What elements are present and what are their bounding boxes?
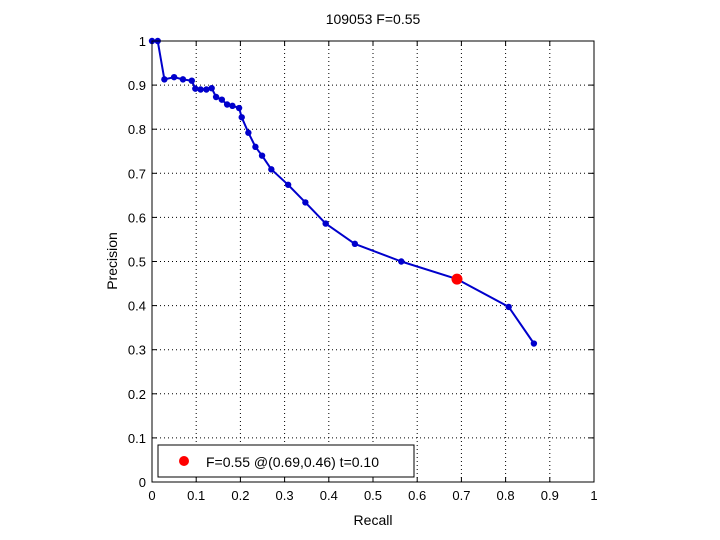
x-tick-label: 0.8 xyxy=(497,488,515,503)
x-tick-label: 0.7 xyxy=(452,488,470,503)
y-tick-label: 0.7 xyxy=(128,166,146,181)
x-tick-label: 0.6 xyxy=(408,488,426,503)
x-tick-label: 0.3 xyxy=(276,488,294,503)
best-f-point xyxy=(451,273,463,285)
legend-marker xyxy=(179,456,189,466)
chart-title: 109053 F=0.55 xyxy=(326,11,421,27)
data-point xyxy=(179,76,187,83)
x-tick-label: 1 xyxy=(590,488,597,503)
plot-area-frame xyxy=(151,40,595,483)
data-point xyxy=(223,101,231,108)
x-tick-label: 0.9 xyxy=(541,488,559,503)
data-point xyxy=(212,93,220,101)
y-tick-label: 0.5 xyxy=(128,255,146,270)
y-tick-label: 0.8 xyxy=(128,122,146,137)
data-point xyxy=(188,77,195,84)
legend-label: F=0.55 @(0.69,0.46) t=0.10 xyxy=(206,454,379,470)
axis-ticks: 0 0.1 0.2 0.3 0.4 0.5 0.6 0.7 0.8 0.9 1 0 0.1 0.2 0.3 0… xyxy=(128,34,598,503)
y-tick-label: 1 xyxy=(139,34,146,49)
data-point xyxy=(398,258,405,265)
data-point xyxy=(302,199,309,206)
data-point xyxy=(530,340,538,347)
data-point xyxy=(203,86,210,93)
data-point xyxy=(252,143,259,151)
x-tick-label: 0.2 xyxy=(231,488,249,503)
grid-lines xyxy=(152,41,594,482)
legend-box xyxy=(157,444,415,478)
data-point xyxy=(170,73,178,81)
y-axis-label: Precision xyxy=(104,232,120,290)
legend: F=0.55 @(0.69,0.46) t=0.10 xyxy=(157,444,415,478)
x-tick-label: 0 xyxy=(148,488,155,503)
x-axis-label: Recall xyxy=(354,512,393,528)
x-tick-label: 0.1 xyxy=(187,488,205,503)
data-point xyxy=(161,76,168,83)
data-point xyxy=(258,152,266,159)
data-series xyxy=(148,37,538,347)
data-point xyxy=(322,220,329,227)
y-tick-label: 0.1 xyxy=(128,431,146,446)
data-point xyxy=(208,84,215,92)
x-tick-label: 0.5 xyxy=(364,488,382,503)
data-point xyxy=(238,114,245,121)
series-line xyxy=(152,40,535,345)
y-tick-label: 0 xyxy=(139,475,146,490)
data-point xyxy=(218,96,226,103)
y-tick-label: 0.4 xyxy=(128,299,146,314)
data-point xyxy=(235,104,243,112)
y-tick-label: 0.9 xyxy=(128,78,146,93)
data-point xyxy=(197,86,204,93)
data-point xyxy=(245,129,252,136)
x-tick-label: 0.4 xyxy=(320,488,338,503)
data-point xyxy=(268,166,275,173)
data-point xyxy=(351,240,359,248)
y-tick-label: 0.2 xyxy=(128,387,146,402)
y-tick-label: 0.3 xyxy=(128,343,146,358)
data-point xyxy=(229,102,236,110)
data-point xyxy=(192,85,199,92)
data-point xyxy=(505,303,512,311)
data-point xyxy=(284,181,292,188)
y-tick-label: 0.6 xyxy=(128,210,146,225)
